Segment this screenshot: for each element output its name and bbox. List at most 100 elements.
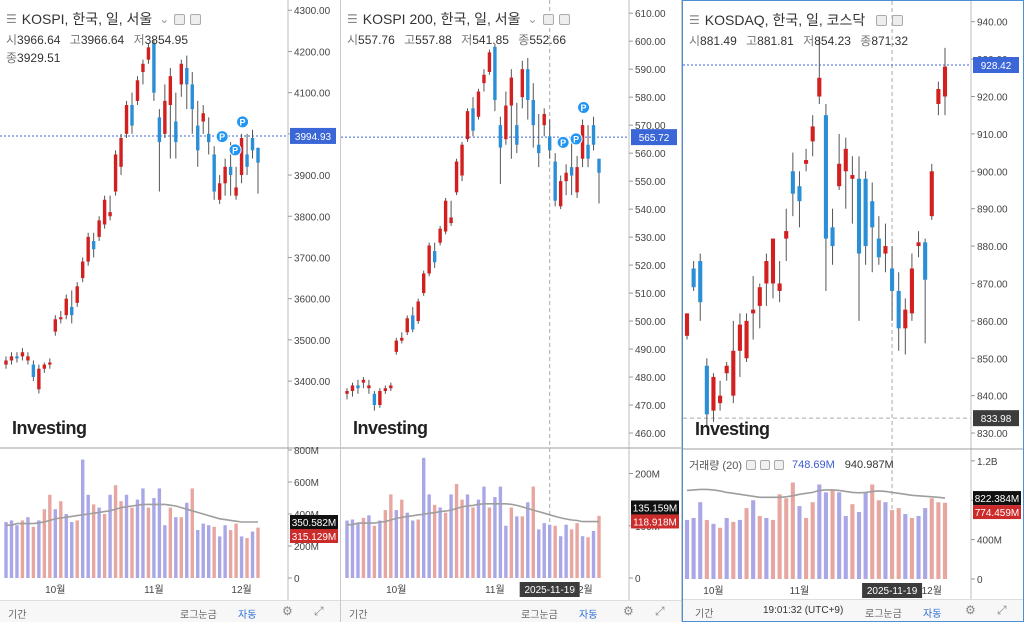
- kosdaq-chart-svg[interactable]: 830.00 840.00 850.00 860.00 870.00 880.00 890.…: [683, 1, 1023, 601]
- candle-body: [367, 385, 371, 389]
- auto-scale-button[interactable]: 자동: [923, 609, 942, 620]
- candle-body: [26, 356, 30, 361]
- collapse-icon[interactable]: ⌄: [527, 12, 538, 26]
- candle-body: [471, 108, 475, 131]
- volume-bar: [201, 523, 205, 578]
- current-price-box: [631, 129, 677, 146]
- investing-logo: Investing: [695, 419, 770, 439]
- price-tick-label: 830.00: [977, 429, 1008, 440]
- kospi-chart-svg[interactable]: 3400.00 3500.00 3600.00 3700.00 3800.00 3900.…: [0, 0, 340, 600]
- chart-panel-kospi200[interactable]: 460.00 470.00 480.00 490.00 500.00 510.00 520.…: [341, 0, 681, 622]
- eye-icon[interactable]: [745, 460, 756, 470]
- gear-icon[interactable]: ⚙: [282, 604, 293, 618]
- volume-bar: [724, 517, 729, 579]
- volume-bar: [383, 510, 388, 578]
- close-icon[interactable]: [558, 13, 570, 25]
- event-marker-label: P: [232, 145, 238, 155]
- price-tick-label: 500.00: [635, 317, 666, 328]
- volume-bar: [42, 509, 47, 578]
- candle-body: [575, 167, 579, 193]
- volume-bar: [185, 502, 189, 578]
- candle-body: [163, 100, 167, 134]
- ohlc-readout: 시3966.64 고3966.64 저3854.95 종3929.51: [6, 31, 206, 67]
- event-marker-label: P: [581, 103, 587, 113]
- gear-icon[interactable]: ⚙: [965, 603, 976, 617]
- close-icon[interactable]: [190, 13, 202, 25]
- fullscreen-icon[interactable]: ⤢: [314, 604, 324, 618]
- chart-panel-kospi[interactable]: 3400.00 3500.00 3600.00 3700.00 3800.00 3900.…: [0, 0, 340, 622]
- settings-icon[interactable]: [174, 13, 186, 25]
- log-scale-button[interactable]: 로그눈금: [865, 609, 902, 620]
- volume-bar: [372, 525, 377, 578]
- chart-title-text: KOSDAQ, 한국, 일, 코스닥: [704, 12, 866, 28]
- fullscreen-icon[interactable]: ⤢: [997, 603, 1007, 617]
- auto-scale-button[interactable]: 자동: [579, 610, 598, 621]
- candle-body: [394, 340, 399, 352]
- x-axis-label: 11월: [790, 585, 810, 597]
- volume-bar: [86, 494, 90, 578]
- menu-icon[interactable]: ☰: [689, 13, 700, 27]
- volume-bar: [152, 498, 156, 578]
- auto-scale-button[interactable]: 자동: [238, 610, 257, 621]
- volume-bar: [883, 502, 888, 579]
- volume-bar: [223, 525, 227, 578]
- volume-tick-label: 200M: [294, 542, 319, 553]
- candle-body: [185, 67, 189, 85]
- candle-body: [152, 43, 156, 93]
- volume-bar: [591, 530, 596, 578]
- period-button[interactable]: 기간: [349, 610, 368, 621]
- settings-icon[interactable]: [542, 13, 554, 25]
- price-tick-label: 470.00: [635, 401, 666, 412]
- period-button[interactable]: 기간: [695, 609, 714, 620]
- candle-body: [141, 63, 145, 73]
- volume-bar: [102, 514, 107, 578]
- volume-bar: [190, 488, 194, 578]
- close-label: 종: [518, 33, 530, 47]
- period-button[interactable]: 기간: [8, 610, 27, 621]
- menu-icon[interactable]: ☰: [347, 12, 358, 26]
- volume-bar: [890, 510, 895, 579]
- close-icon[interactable]: [773, 460, 784, 470]
- menu-icon[interactable]: ☰: [6, 12, 17, 26]
- volume-ma-value: 940.987M: [844, 459, 894, 471]
- candle-body: [389, 385, 393, 389]
- close-icon[interactable]: [892, 14, 904, 26]
- volume-tick-label: 600M: [294, 478, 319, 489]
- chart-title-text: KOSPI 200, 한국, 일, 서울: [362, 11, 521, 27]
- low-label: 저: [461, 33, 473, 47]
- price-tick-label: 460.00: [635, 429, 666, 440]
- price-tick-label: 560.00: [635, 149, 666, 160]
- candle-body: [526, 69, 530, 100]
- candle-body: [228, 166, 233, 176]
- volume-bar: [168, 507, 173, 578]
- kospi200-chart-svg[interactable]: 460.00 470.00 480.00 490.00 500.00 510.00 520.…: [341, 0, 681, 600]
- candle-body: [405, 318, 409, 333]
- price-tick-label: 530.00: [635, 233, 666, 244]
- fullscreen-icon[interactable]: ⤢: [655, 604, 665, 618]
- price-tick-label: 490.00: [635, 345, 666, 356]
- log-scale-button[interactable]: 로그눈금: [180, 610, 217, 621]
- log-scale-button[interactable]: 로그눈금: [521, 610, 558, 621]
- volume-bar: [113, 485, 118, 578]
- volume-value-label: 118.918M: [633, 517, 677, 528]
- volume-tick-label: 200M: [635, 470, 660, 481]
- candle-body: [863, 178, 868, 247]
- volume-bar: [837, 492, 842, 579]
- price-tick-label: 3700.00: [294, 253, 331, 264]
- candle-body: [876, 238, 881, 258]
- candle-body: [916, 242, 921, 247]
- chart-panel-kosdaq[interactable]: 830.00 840.00 850.00 860.00 870.00 880.00 890.…: [682, 0, 1024, 622]
- crosshair-date-box: [862, 583, 923, 598]
- volume-bar: [936, 502, 941, 579]
- volume-bar: [471, 507, 475, 578]
- price-tick-label: 840.00: [977, 392, 1008, 403]
- gear-icon[interactable]: ⚙: [623, 604, 634, 618]
- candle-body: [64, 298, 68, 316]
- settings-icon[interactable]: [876, 14, 888, 26]
- high-value: 3966.64: [80, 33, 125, 47]
- settings-icon[interactable]: [759, 460, 770, 470]
- volume-bar: [531, 486, 535, 578]
- collapse-icon[interactable]: ⌄: [159, 12, 170, 26]
- volume-bar: [405, 512, 409, 578]
- panel-divider: [681, 0, 682, 622]
